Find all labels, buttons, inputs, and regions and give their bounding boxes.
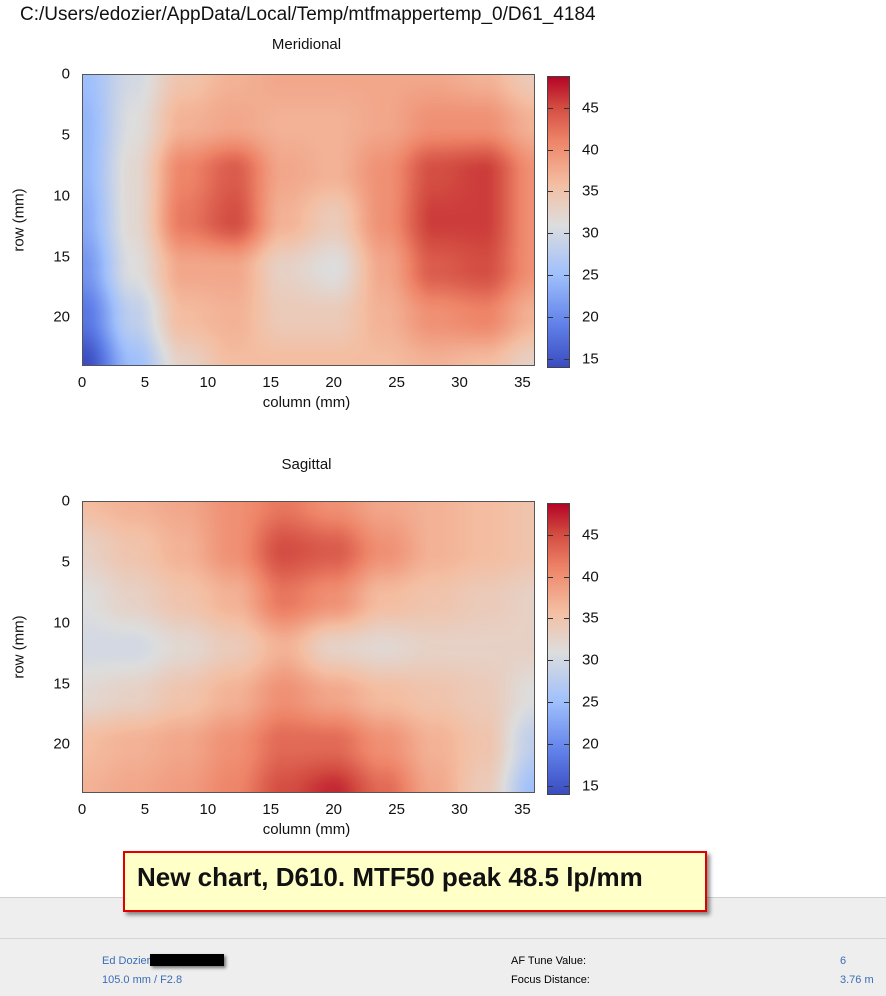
colorbar-tick (564, 743, 569, 745)
colorbar-tick-label: 45 (582, 99, 599, 117)
y-tick-label: 0 (61, 492, 70, 510)
x-tick-label: 35 (514, 801, 531, 818)
lens-info: 105.0 mm / F2.8 (102, 974, 183, 986)
x-tick-label: 0 (77, 374, 87, 391)
colorbar-tick-label: 20 (582, 308, 599, 326)
window-title: C:/Users/edozier/AppData/Local/Temp/mtfm… (20, 4, 596, 25)
heatmap-surface (83, 75, 534, 365)
colorbar-tick (564, 785, 569, 787)
colorbar-tick (564, 576, 569, 578)
chart-title: Meridional (271, 36, 342, 53)
colorbar (547, 76, 570, 368)
colorbar-tick-label: 30 (582, 224, 599, 242)
y-tick-label: 15 (53, 675, 70, 692)
colorbar-tick (564, 660, 569, 662)
colorbar-tick (548, 702, 553, 704)
colorbar-tick-label: 15 (582, 350, 599, 368)
colorbar-tick (548, 785, 553, 787)
x-tick-label: 20 (325, 374, 342, 391)
y-tick-label: 10 (53, 614, 70, 632)
colorbar (547, 503, 570, 795)
colorbar-tick-label: 20 (582, 735, 599, 753)
x-tick-label: 5 (140, 801, 150, 818)
colorbar-tick (564, 618, 569, 620)
colorbar-tick-label: 25 (582, 693, 599, 711)
chart-title: Sagittal (281, 456, 332, 473)
author-link[interactable]: Ed Dozier (102, 955, 151, 967)
x-tick-label: 25 (388, 801, 405, 818)
colorbar-tick (564, 107, 569, 109)
x-axis-label: column (mm) (262, 394, 351, 411)
y-tick-label: 20 (53, 308, 70, 326)
y-tick-label: 5 (61, 126, 70, 144)
colorbar-tick-label: 30 (582, 651, 599, 669)
x-tick-label: 30 (451, 801, 468, 818)
colorbar-tick (548, 660, 553, 662)
colorbar-tick (548, 358, 553, 360)
annotation-note: New chart, D610. MTF50 peak 48.5 lp/mm (123, 851, 707, 912)
af-tune-value: 6 (840, 955, 847, 967)
colorbar-tick (548, 107, 553, 109)
colorbar-tick (564, 702, 569, 704)
x-tick-label: 10 (199, 801, 217, 818)
colorbar-tick (548, 233, 553, 235)
colorbar-tick (564, 149, 569, 151)
colorbar-tick (564, 534, 569, 536)
colorbar-tick (564, 358, 569, 360)
colorbar-tick (548, 191, 553, 193)
colorbar-tick-label: 25 (582, 266, 599, 284)
x-tick-label: 0 (77, 801, 87, 818)
colorbar-tick-label: 35 (582, 609, 599, 627)
colorbar-tick-label: 40 (582, 568, 599, 586)
colorbar-tick (548, 149, 553, 151)
x-tick-label: 20 (325, 801, 342, 818)
colorbar-tick (564, 275, 569, 277)
x-axis-label: column (mm) (262, 821, 351, 838)
y-tick-label: 0 (61, 65, 70, 83)
colorbar-tick-label: 40 (582, 141, 599, 159)
x-tick-label: 35 (514, 374, 531, 391)
footer-panel (0, 897, 886, 996)
x-tick-label: 5 (140, 374, 150, 391)
y-tick-label: 5 (61, 553, 70, 571)
colorbar-tick (548, 743, 553, 745)
colorbar-tick (564, 316, 569, 318)
colorbar-tick (548, 618, 553, 620)
colorbar-tick (548, 576, 553, 578)
focus-distance-value: 3.76 m (840, 974, 874, 986)
redacted-block (150, 954, 224, 966)
colorbar-tick (548, 316, 553, 318)
y-axis-label: row (mm) (10, 615, 28, 679)
y-tick-label: 15 (53, 248, 70, 265)
x-tick-label: 30 (451, 374, 468, 391)
colorbar-tick (548, 534, 553, 536)
af-tune-label: AF Tune Value: (511, 955, 587, 967)
colorbar-tick-label: 45 (582, 526, 599, 544)
colorbar-tick (564, 233, 569, 235)
y-tick-label: 20 (53, 735, 70, 753)
y-axis-label: row (mm) (10, 188, 28, 252)
colorbar-tick (564, 191, 569, 193)
heatmap-plot-area (82, 501, 535, 793)
x-tick-label: 25 (388, 374, 405, 391)
heatmap-plot-area (82, 74, 535, 366)
y-tick-label: 10 (53, 187, 70, 205)
colorbar-tick (548, 275, 553, 277)
footer-divider (0, 938, 886, 939)
x-tick-label: 15 (262, 801, 280, 818)
x-tick-label: 10 (199, 374, 217, 391)
colorbar-tick-label: 15 (582, 777, 599, 795)
colorbar-tick-label: 35 (582, 182, 599, 200)
x-tick-label: 15 (262, 374, 280, 391)
focus-distance-label: Focus Distance: (511, 974, 590, 986)
heatmap-surface (83, 502, 534, 792)
